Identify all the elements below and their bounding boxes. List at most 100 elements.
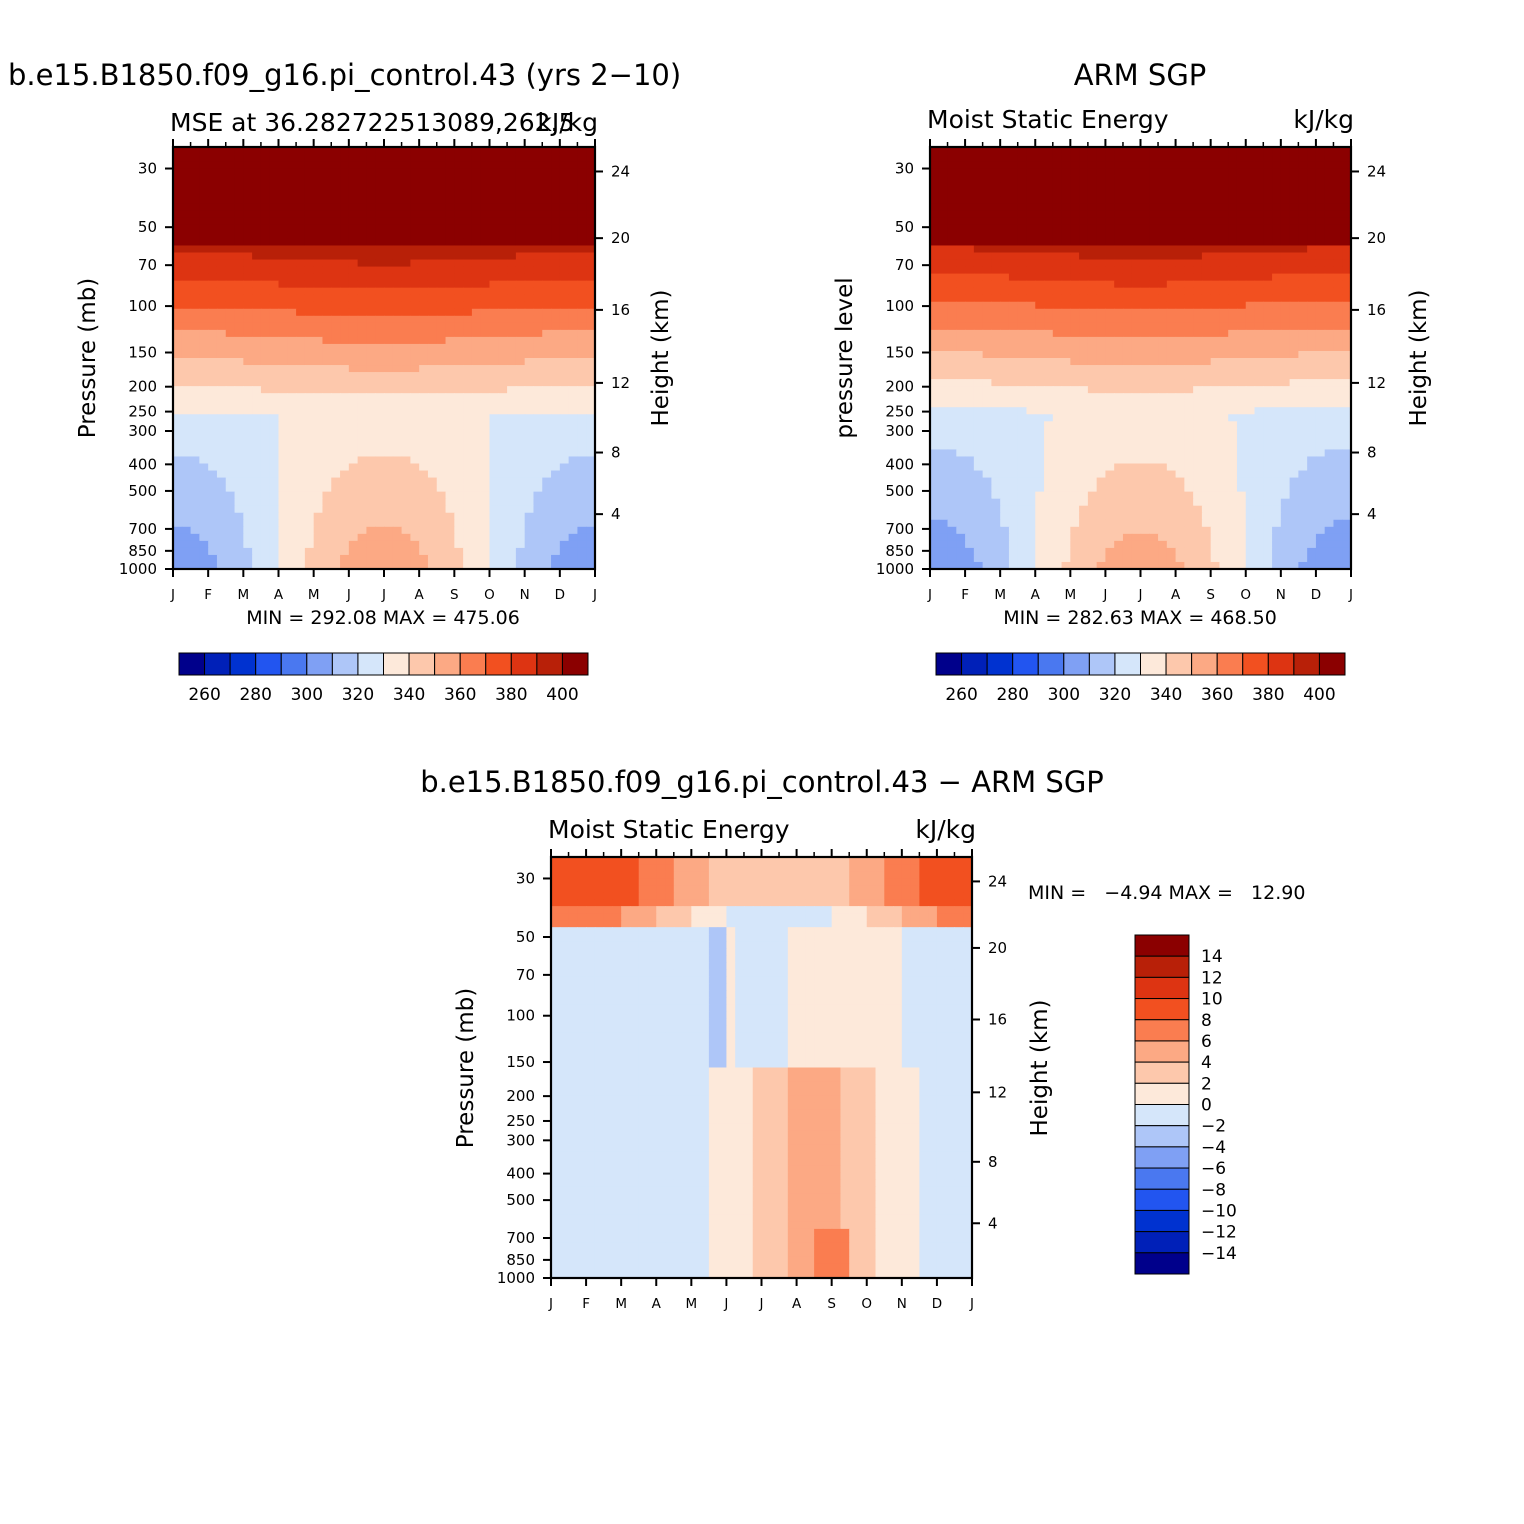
contour-cell (1008, 358, 1019, 366)
contour-cell (463, 280, 473, 289)
contour-cell (410, 301, 420, 310)
contour-cell (471, 456, 482, 465)
contour-cell (427, 238, 438, 247)
contour-cell (401, 470, 411, 479)
contour-cell (559, 477, 570, 486)
contour-cell (991, 217, 1001, 225)
contour-cell (1280, 428, 1291, 436)
contour-cell (586, 224, 596, 232)
contour-cell (1087, 210, 1098, 218)
contour-cell (956, 379, 966, 387)
contour-cell (1166, 238, 1177, 247)
contour-cell (533, 407, 543, 415)
contour-cell (1114, 400, 1124, 408)
contour-cell (260, 280, 271, 289)
contour-cell (1105, 428, 1115, 436)
contour-cell (1070, 203, 1080, 211)
contour-cell (1245, 414, 1256, 422)
contour-cell (1201, 287, 1212, 296)
contour-cell (296, 266, 306, 275)
contour-cell (1324, 372, 1335, 380)
contour-cell (1342, 161, 1352, 169)
contour-cell (982, 435, 992, 443)
contour-cell (304, 322, 315, 331)
contour-cell (1228, 421, 1238, 429)
contour-cell (445, 273, 455, 282)
contour-cell (181, 393, 192, 401)
contour-cell (278, 372, 288, 380)
contour-cell (445, 217, 455, 225)
contour-cell (331, 526, 341, 535)
contour-cell (216, 414, 227, 422)
contour-cell (304, 400, 315, 408)
contour-cell (1245, 189, 1256, 197)
contour-cell (956, 147, 966, 155)
contour-cell (542, 526, 552, 535)
contour-cell (577, 561, 587, 570)
contour-cell (445, 491, 455, 500)
contour-cell (551, 393, 561, 401)
contour-cell (1333, 308, 1343, 317)
contour-cell (1017, 280, 1028, 289)
contour-cell (427, 547, 438, 556)
contour-cell (498, 217, 508, 225)
contour-cell (419, 554, 429, 563)
contour-cell (304, 414, 315, 422)
contour-cell (1026, 308, 1036, 317)
contour-cell (551, 336, 561, 345)
contour-cell (568, 435, 579, 443)
contour-cell (1228, 287, 1238, 296)
contour-cell (208, 393, 218, 401)
contour-cell (1122, 343, 1133, 352)
contour-cell (991, 245, 1001, 254)
contour-cell (1035, 210, 1045, 218)
contour-cell (1193, 358, 1203, 366)
contour-cell (278, 561, 288, 570)
contour-cell (973, 182, 984, 190)
contour-cell (956, 280, 966, 289)
contour-cell (586, 308, 596, 317)
contour-cell (1272, 329, 1282, 338)
contour-cell (190, 428, 200, 436)
contour-cell (1263, 407, 1273, 415)
contour-cell (278, 329, 288, 338)
contour-cell (1210, 329, 1221, 338)
contour-cell (551, 203, 561, 211)
contour-cell (1315, 379, 1326, 387)
contour-cell (225, 372, 236, 380)
contour-cell (1228, 266, 1238, 275)
contour-cell (357, 259, 368, 268)
contour-cell (1228, 182, 1238, 190)
contour-cell (401, 350, 411, 359)
contour-cell (419, 266, 429, 275)
contour-cell (973, 308, 984, 317)
contour-cell (471, 210, 482, 218)
contour-cell (1158, 147, 1168, 155)
contour-cell (1131, 322, 1142, 331)
contour-cell (1096, 259, 1107, 268)
contour-cell (278, 196, 288, 204)
contour-cell (1307, 154, 1317, 162)
contour-cell (463, 203, 473, 211)
contour-cell (551, 533, 561, 542)
contour-cell (304, 301, 315, 310)
contour-cell (1087, 217, 1098, 225)
contour-cell (973, 168, 984, 176)
contour-cell (296, 484, 306, 493)
contour-cell (427, 512, 438, 521)
contour-cell (454, 435, 464, 443)
contour-cell (304, 372, 315, 380)
contour-cell (533, 308, 543, 317)
contour-cell (252, 329, 262, 338)
contour-cell (1052, 358, 1063, 366)
contour-cell (1228, 273, 1238, 282)
contour-cell (568, 175, 579, 183)
contour-cell (1175, 343, 1185, 352)
contour-cell (278, 336, 288, 345)
contour-cell (947, 189, 957, 197)
contour-cell (269, 477, 280, 486)
contour-cell (1044, 350, 1054, 359)
contour-cell (322, 189, 332, 197)
contour-cell (1079, 168, 1089, 176)
contour-cell (982, 252, 992, 261)
